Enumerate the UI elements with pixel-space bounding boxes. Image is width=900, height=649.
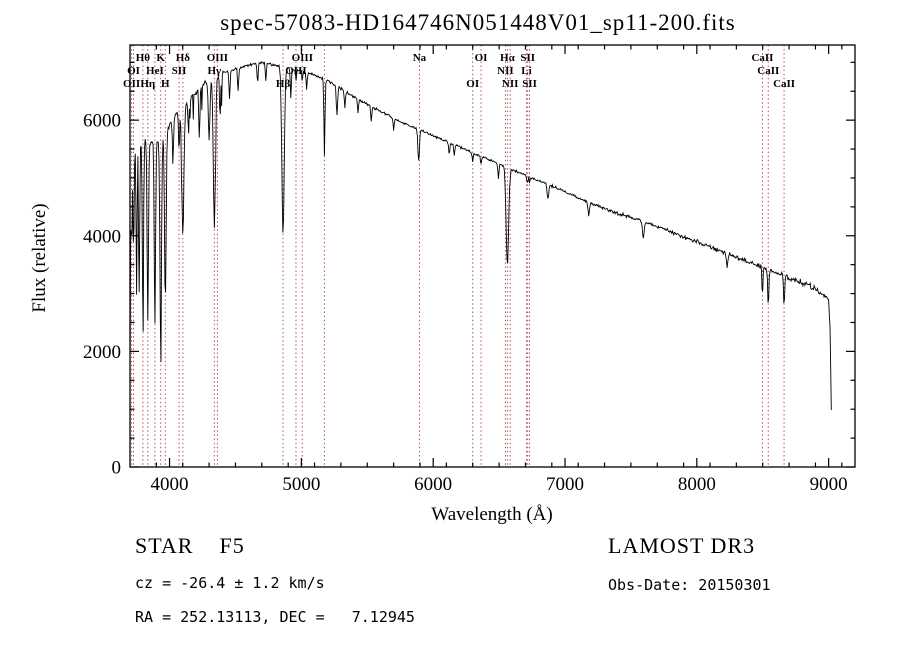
spectral-line-label: Hα <box>500 52 516 64</box>
cz-value: cz = -26.4 ± 1.2 km/s <box>135 574 325 592</box>
spectral-line-label: Hγ <box>208 65 222 77</box>
object-class-label: STAR F5 <box>135 533 245 558</box>
x-tick-label: 8000 <box>678 474 716 495</box>
y-tick-label: 6000 <box>83 111 121 132</box>
spectral-line-label: Na <box>413 52 427 64</box>
spectral-line-label: OIII <box>207 52 228 64</box>
plot-border <box>129 44 856 468</box>
y-tick-label: 4000 <box>83 226 121 247</box>
spectral-line-label: OI <box>127 65 140 77</box>
plot-title: spec-57083-HD164746N051448V01_sp11-200.f… <box>220 10 736 35</box>
spectral-line-label: OI <box>466 78 479 90</box>
spectral-line-label: NII <box>502 78 519 90</box>
spectral-line-label: CaII <box>773 78 795 90</box>
ra-dec-value: RA = 252.13113, DEC = 7.12945 <box>135 608 415 626</box>
x-tick-label: 5000 <box>282 474 320 495</box>
spectral-line-label: K <box>156 52 165 64</box>
spectral-line-label: SII <box>520 52 535 64</box>
spectral-line-label: HeI <box>146 65 164 77</box>
spectral-line-label: OII <box>123 78 140 90</box>
spectral-line-label: CaII <box>757 65 779 77</box>
spectral-line-label: Hη <box>140 78 155 90</box>
spectral-line-label: OIII <box>292 52 313 64</box>
spectral-line-label: SII <box>522 78 537 90</box>
spectral-line-label: Hδ <box>176 52 191 64</box>
spectral-line-label: OI <box>475 52 488 64</box>
y-axis-label: Flux (relative) <box>29 203 50 312</box>
spectral-line-label: SII <box>172 65 187 77</box>
x-tick-label: 9000 <box>810 474 848 495</box>
spectrum-plot-svg: spec-57083-HD164746N051448V01_sp11-200.f… <box>29 10 856 525</box>
spectral-line-label: Li <box>521 65 531 77</box>
spectral-line-label: Hβ <box>276 78 291 90</box>
x-axis-label: Wavelength (Å) <box>431 504 552 525</box>
obs-date: Obs-Date: 20150301 <box>608 576 771 594</box>
x-tick-label: 4000 <box>151 474 189 495</box>
x-tick-label: 7000 <box>546 474 584 495</box>
y-tick-label: 2000 <box>83 342 121 363</box>
spectral-line-label: H <box>161 78 170 90</box>
spectral-line-label: CaII <box>751 52 773 64</box>
survey-label: LAMOST DR3 <box>608 533 756 558</box>
spectral-line-label: NII <box>497 65 514 77</box>
spectral-line-label: Hθ <box>136 52 151 64</box>
y-tick-label: 0 <box>112 458 122 479</box>
spectrum-curve <box>129 60 832 411</box>
x-tick-label: 6000 <box>414 474 452 495</box>
